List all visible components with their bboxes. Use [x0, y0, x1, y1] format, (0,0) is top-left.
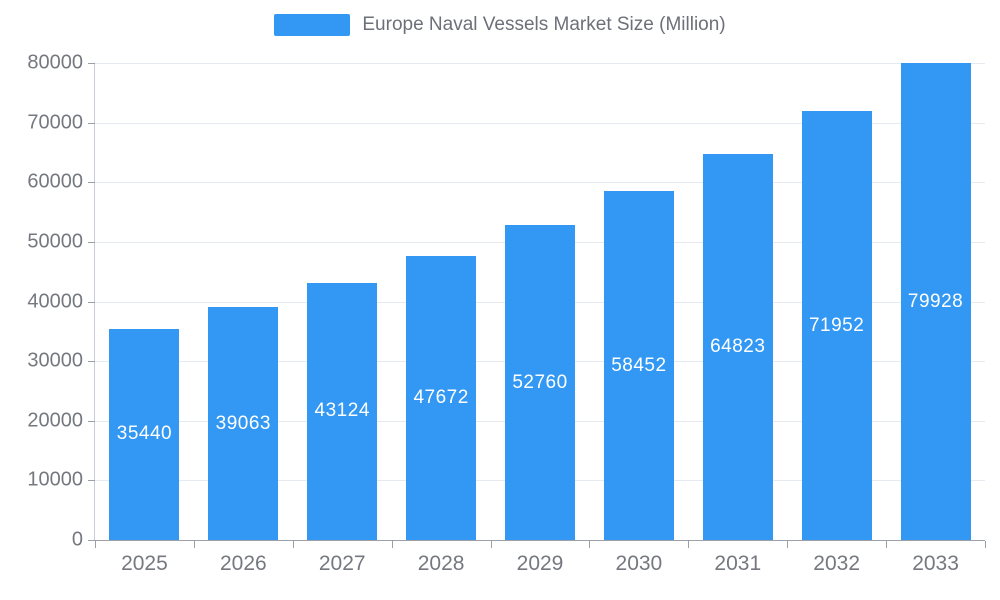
x-tick-mark: [490, 541, 492, 548]
bar-value-label: 64823: [710, 335, 766, 357]
x-category-label: 2029: [516, 552, 564, 575]
chart-legend[interactable]: Europe Naval Vessels Market Size (Millio…: [0, 14, 1000, 36]
legend-swatch: [274, 14, 351, 36]
x-category-label: 2025: [121, 552, 168, 575]
y-tick-label: 0: [71, 528, 83, 551]
y-tick-label: 30000: [27, 349, 83, 372]
bar-value-label: 39063: [215, 412, 271, 434]
legend-label: Europe Naval Vessels Market Size (Millio…: [362, 14, 726, 35]
x-tick-mark: [95, 541, 96, 548]
y-tick-label: 10000: [27, 468, 83, 491]
x-tick-mark: [292, 541, 294, 548]
y-tick-label: 60000: [27, 170, 83, 193]
gridline: [95, 122, 985, 124]
x-category-label: 2033: [912, 552, 959, 575]
y-tick-mark: [88, 241, 95, 243]
bar-value-label: 71952: [808, 314, 865, 336]
bar-2032[interactable]: 71952: [801, 111, 872, 540]
y-tick-mark: [88, 540, 95, 541]
bar-value-label: 58452: [611, 354, 667, 376]
x-tick-mark: [589, 541, 591, 548]
x-category-label: 2031: [714, 552, 762, 575]
x-category-label: 2030: [615, 552, 663, 575]
y-tick-mark: [88, 301, 95, 303]
bar-2033[interactable]: 79928: [900, 63, 971, 540]
bar-value-label: 47672: [413, 386, 469, 408]
x-tick-mark: [886, 541, 888, 548]
y-tick-mark: [88, 63, 95, 64]
y-tick-mark: [88, 182, 95, 184]
x-tick-mark: [193, 541, 195, 548]
x-tick-mark: [787, 541, 789, 548]
x-axis-line: [95, 540, 985, 541]
bar-value-label: 43124: [314, 400, 370, 422]
x-category-label: 2032: [813, 552, 861, 575]
bar-2028[interactable]: 47672: [406, 255, 477, 540]
x-tick-mark: [391, 541, 393, 548]
x-tick-mark: [985, 541, 986, 548]
plot-area: 0 10000 20000 30000 40000 50000 60000 70000 8000…: [27, 52, 986, 575]
y-tick-label: 50000: [27, 230, 83, 253]
bar-2029[interactable]: 52760: [505, 225, 575, 540]
bar-value-label: 35440: [116, 423, 173, 445]
x-category-label: 2026: [219, 552, 267, 575]
y-tick-label: 40000: [27, 290, 83, 312]
y-tick-mark: [88, 420, 95, 422]
x-category-label: 2028: [417, 552, 465, 575]
bar-value-label: 52760: [512, 371, 568, 393]
gridline: [95, 182, 985, 184]
bar-2025[interactable]: 35440: [109, 328, 180, 540]
x-category-label: 2027: [318, 552, 366, 575]
y-tick-mark: [88, 122, 95, 124]
x-tick-mark: [688, 541, 690, 548]
y-tick-label: 70000: [27, 111, 83, 134]
bar-2027[interactable]: 43124: [307, 282, 378, 540]
bar-2031[interactable]: 64823: [702, 153, 773, 540]
y-tick-mark: [88, 361, 95, 363]
bar-2026[interactable]: 39063: [208, 307, 279, 540]
y-tick-label: 20000: [27, 409, 83, 432]
bar-2030[interactable]: 58452: [603, 191, 674, 540]
bar-value-label: 79928: [907, 290, 964, 312]
y-tick-label: 80000: [27, 51, 83, 74]
gridline: [95, 63, 985, 64]
y-tick-mark: [88, 480, 95, 482]
